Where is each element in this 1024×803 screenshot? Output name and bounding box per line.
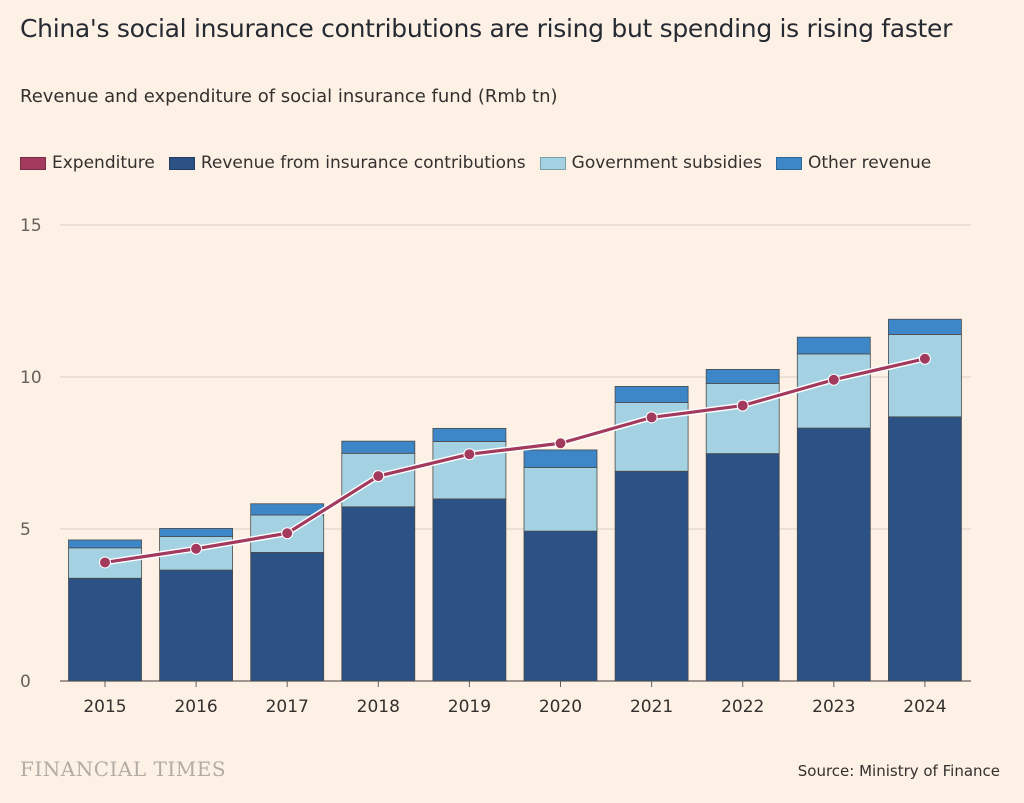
expenditure-point-2017 (281, 527, 294, 540)
x-tick-label-2019: 2019 (448, 697, 491, 717)
y-tick-label-5: 5 (20, 520, 31, 540)
bar-2019-series-2 (432, 427, 507, 442)
bar-2016-series-2 (159, 527, 234, 538)
legend-label-subsidies: Government subsidies (571, 153, 762, 173)
legend-swatch-other-revenue (775, 156, 802, 170)
legend-item-expenditure: Expenditure (20, 153, 155, 173)
expenditure-line (104, 357, 926, 565)
x-tick-label-2017: 2017 (266, 697, 309, 717)
expenditure-point-2018 (372, 470, 385, 483)
bar-2023-series-0 (796, 427, 871, 682)
legend-item-subsidies: Government subsidies (539, 153, 762, 173)
expenditure-point-2022 (736, 399, 749, 412)
legend-item-contributions: Revenue from insurance contributions (168, 153, 526, 173)
expenditure-point-2019 (463, 448, 476, 461)
x-tick-label-2024: 2024 (903, 697, 946, 717)
expenditure-point-2024 (918, 352, 931, 365)
y-tick-label-0: 0 (20, 672, 31, 692)
bar-2024-series-2 (888, 318, 962, 335)
legend-swatch-expenditure (20, 156, 46, 170)
brand-logo: FINANCIAL TIMES (20, 757, 227, 781)
y-tick-label-10: 10 (20, 368, 42, 388)
bar-2017-series-0 (250, 552, 325, 682)
bar-2021-series-0 (614, 470, 689, 682)
bar-2023-series-1 (796, 353, 871, 429)
x-tick-label-2020: 2020 (539, 697, 582, 717)
x-tick-label-2018: 2018 (357, 697, 400, 717)
legend-swatch-subsidies (539, 156, 566, 170)
chart-title: China's social insurance contributions a… (20, 14, 953, 43)
legend-label-other-revenue: Other revenue (807, 153, 932, 173)
bar-2017-series-2 (250, 503, 325, 516)
bar-2020-series-2 (523, 449, 598, 468)
legend-swatch-contributions (168, 156, 195, 170)
x-tick-label-2015: 2015 (83, 697, 126, 717)
expenditure-point-2023 (827, 373, 840, 386)
expenditure-point-2016 (190, 542, 203, 555)
expenditure-point-2020 (554, 437, 567, 450)
legend: Expenditure Revenue from insurance contr… (20, 153, 945, 173)
x-tick-label-2021: 2021 (630, 697, 673, 717)
bar-2018-series-0 (341, 506, 416, 682)
bar-2022-series-1 (705, 382, 780, 455)
y-tick-label-15: 15 (20, 216, 42, 236)
bar-2015-series-2 (68, 539, 142, 549)
bar-2024-series-0 (888, 416, 962, 682)
bar-2020-series-1 (523, 467, 598, 532)
bar-2021-series-2 (614, 386, 689, 403)
bar-2024-series-1 (888, 334, 962, 418)
expenditure-point-2015 (99, 556, 111, 569)
bar-2016-series-0 (159, 569, 234, 682)
legend-label-expenditure: Expenditure (52, 153, 155, 173)
legend-label-contributions: Revenue from insurance contributions (200, 153, 526, 173)
x-tick-label-2016: 2016 (174, 697, 217, 717)
bar-2022-series-0 (705, 453, 780, 682)
x-tick-label-2023: 2023 (812, 697, 855, 717)
chart-subtitle: Revenue and expenditure of social insura… (20, 86, 558, 107)
bar-2019-series-0 (432, 498, 507, 682)
expenditure-point-2021 (645, 411, 658, 424)
bar-2018-series-2 (341, 440, 416, 454)
bar-2023-series-2 (796, 336, 871, 355)
bar-2015-series-0 (68, 577, 142, 682)
legend-item-other-revenue: Other revenue (775, 153, 932, 173)
x-tick-label-2022: 2022 (721, 697, 764, 717)
bar-2022-series-2 (705, 368, 780, 384)
source-note: Source: Ministry of Finance (797, 762, 1000, 780)
bar-2020-series-0 (523, 530, 598, 682)
